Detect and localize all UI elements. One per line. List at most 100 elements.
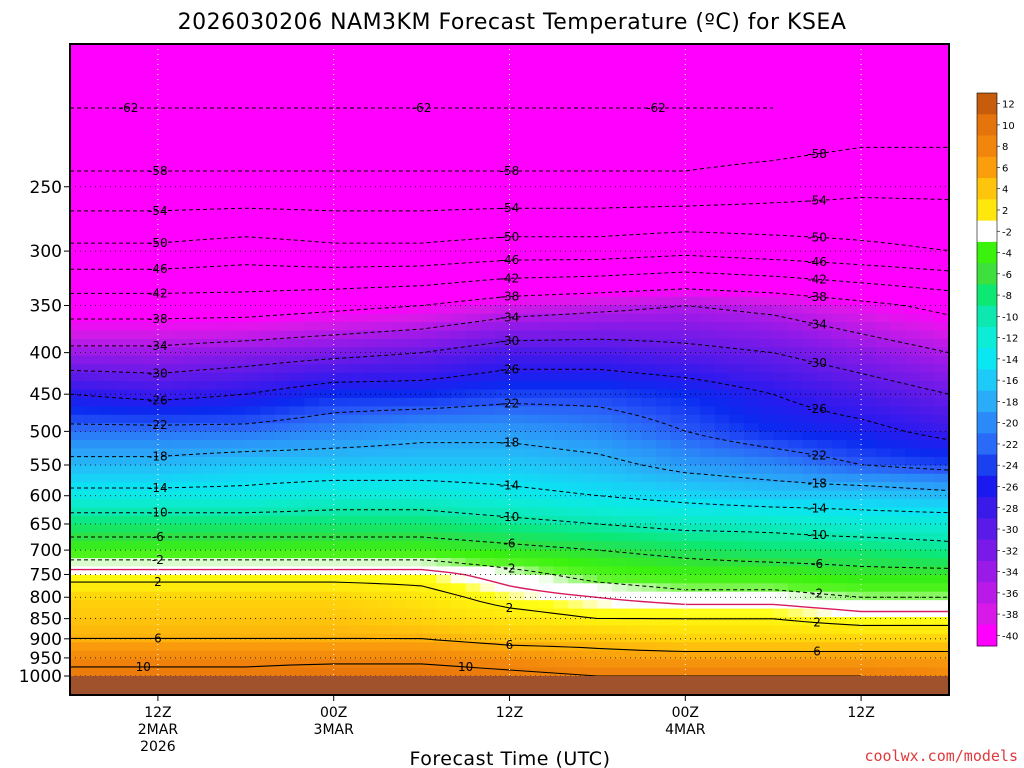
colorbar-label: -4 xyxy=(1002,249,1012,260)
colorbar-swatch xyxy=(977,560,997,583)
plot-area: -62 -62 -62-58 -58-58-54 -54-54-50 -50 -50-46-… xyxy=(70,44,949,695)
contour-label: -2 xyxy=(811,587,823,601)
colorbar-label: -40 xyxy=(1002,631,1018,642)
colorbar-swatch xyxy=(977,390,997,413)
colorbar-swatch xyxy=(977,624,997,647)
temperature-fill-field xyxy=(70,44,949,677)
colorbar-swatch xyxy=(977,539,997,562)
contour-label: -42 xyxy=(807,272,827,286)
colorbar-label: -36 xyxy=(1002,589,1018,600)
colorbar-swatch xyxy=(977,412,997,434)
contour-label: -26 xyxy=(148,393,168,407)
contour-label: -38 xyxy=(807,290,827,304)
contour-label: -58 xyxy=(148,164,168,178)
y-tick-label: 750 xyxy=(30,565,62,585)
contour-label: -14 xyxy=(148,481,168,495)
contour-label: -62 xyxy=(119,101,139,115)
contour-label: -62 xyxy=(412,101,432,115)
contour-label: -50 xyxy=(148,236,168,250)
contour-label: -54 xyxy=(500,201,520,215)
colorbar-swatch xyxy=(977,241,997,264)
colorbar-label: 6 xyxy=(1002,163,1008,174)
x-tick-label: 3MAR xyxy=(314,722,355,738)
x-tick-label: 12Z xyxy=(496,705,523,721)
y-tick-label: 650 xyxy=(30,515,62,535)
contour-label: -26 xyxy=(500,362,520,376)
contour-label: -54 xyxy=(148,204,168,218)
colorbar-label: -20 xyxy=(1002,419,1018,430)
x-tick-label: 12Z xyxy=(144,705,171,721)
y-tick-label: 900 xyxy=(30,630,62,650)
isotherm-contour xyxy=(70,581,949,626)
contour-label: 2 xyxy=(813,616,821,630)
contour-label: -46 xyxy=(807,255,827,269)
colorbar-swatch xyxy=(977,284,997,307)
colorbar-swatch xyxy=(977,135,997,158)
freezing-line xyxy=(70,568,949,613)
contour-label: -34 xyxy=(500,310,520,324)
contour-label: -62 xyxy=(646,101,666,115)
colorbar-swatch xyxy=(977,326,997,349)
contour-label: -58 xyxy=(500,164,520,178)
y-tick-label: 500 xyxy=(30,422,62,442)
contour-label: 10 xyxy=(136,660,151,674)
contour-label: -38 xyxy=(500,289,520,303)
colorbar-swatch xyxy=(977,348,997,370)
colorbar-label: -12 xyxy=(1002,334,1018,345)
x-axis-label: Forecast Time (UTC) xyxy=(410,748,611,768)
colorbar-legend: 12 10 8 6 4 2 -2 -4 -6 -8 -10 -12 -14 -16 -18 -20 -22 -24… xyxy=(976,92,1018,647)
colorbar-swatch xyxy=(977,475,997,498)
contour-label: -46 xyxy=(500,253,520,267)
y-tick-label: 1000 xyxy=(19,667,62,687)
colorbar-swatch xyxy=(977,369,997,392)
colorbar-label: -34 xyxy=(1002,568,1018,579)
colorbar-label: 2 xyxy=(1002,206,1008,217)
colorbar-label: -22 xyxy=(1002,440,1018,451)
isotherm-contour xyxy=(70,305,949,354)
contour-label: -14 xyxy=(807,501,827,515)
contour-label: -10 xyxy=(500,510,520,524)
contour-label: -54 xyxy=(807,194,827,208)
contour-label: -50 xyxy=(807,230,827,244)
colorbar-label: 10 xyxy=(1002,121,1015,132)
y-tick-label: 850 xyxy=(30,610,62,630)
contour-label: -14 xyxy=(500,479,520,493)
contour-label: 6 xyxy=(506,638,514,652)
contour-label: -30 xyxy=(807,356,827,370)
colorbar-swatch xyxy=(977,114,997,136)
y-tick-label: 700 xyxy=(30,541,62,561)
y-tick-label: 550 xyxy=(30,456,62,476)
y-tick-label: 350 xyxy=(30,296,62,316)
contour-label: -6 xyxy=(152,530,164,544)
pressure-axis: 2503003504004505005506006507007508008509… xyxy=(19,178,70,687)
colorbar-label: 8 xyxy=(1002,142,1008,153)
colorbar-swatch xyxy=(977,220,997,243)
credit-link[interactable]: coolwx.com/models xyxy=(864,747,1018,765)
contour-label: -18 xyxy=(807,476,827,490)
contour-label: 6 xyxy=(813,645,821,659)
x-tick-label: 12Z xyxy=(847,705,874,721)
contour-label: -10 xyxy=(807,528,827,542)
colorbar-label: -2 xyxy=(1002,227,1012,238)
contour-label: -38 xyxy=(148,312,168,326)
colorbar-label: 4 xyxy=(1002,185,1008,196)
contour-label: -58 xyxy=(807,147,827,161)
y-tick-label: 600 xyxy=(30,487,62,507)
contour-label: -34 xyxy=(148,339,168,353)
colorbar-swatch xyxy=(977,93,997,115)
colorbar-label: -32 xyxy=(1002,546,1018,557)
contour-label: -22 xyxy=(148,418,168,432)
colorbar-swatch xyxy=(977,199,997,222)
contour-label: -18 xyxy=(500,436,520,450)
isotherm-contour xyxy=(70,338,949,395)
contour-label: -34 xyxy=(807,317,827,331)
contour-label: -18 xyxy=(148,450,168,464)
contour-label: 2 xyxy=(506,601,514,615)
y-tick-label: 950 xyxy=(30,649,62,669)
contour-label: 10 xyxy=(458,660,473,674)
x-tick-label: 4MAR xyxy=(665,722,706,738)
colorbar-label: -28 xyxy=(1002,504,1018,515)
x-tick-label: 2MAR xyxy=(138,722,179,738)
